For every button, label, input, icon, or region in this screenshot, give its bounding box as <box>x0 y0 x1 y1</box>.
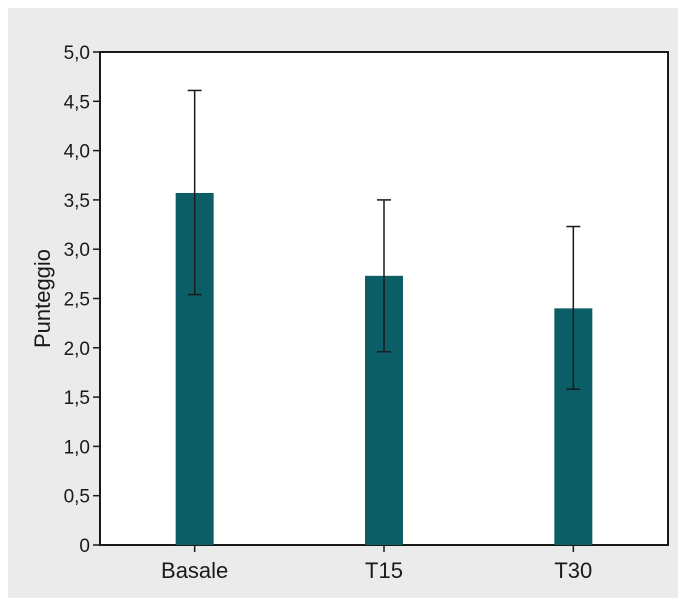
y-tick-label: 3,0 <box>64 240 90 261</box>
y-axis-label: Punteggio <box>30 249 55 348</box>
y-tick-label: 5,0 <box>64 43 90 64</box>
y-tick-label: 3,5 <box>64 191 90 212</box>
x-axis: Basale T15 T30 <box>161 545 592 583</box>
error-bars-group <box>187 89 581 390</box>
y-tick-label: 4,0 <box>64 142 90 163</box>
y-axis: 0 0,5 1,0 1,5 2,0 2,5 3,0 3,5 4,0 4,5 5,0 <box>64 43 100 557</box>
x-tick-label: Basale <box>161 558 228 583</box>
y-tick-label: 0,5 <box>64 487 90 508</box>
y-tick-label: 2,0 <box>64 339 90 360</box>
y-tick-label: 1,0 <box>64 437 90 458</box>
y-tick-label: 1,5 <box>64 388 90 409</box>
y-tick-label: 4,5 <box>64 92 90 113</box>
y-tick-label: 0 <box>79 536 90 557</box>
x-tick-label: T30 <box>554 558 592 583</box>
y-tick-label: 2,5 <box>64 290 90 311</box>
x-tick-label: T15 <box>365 558 403 583</box>
